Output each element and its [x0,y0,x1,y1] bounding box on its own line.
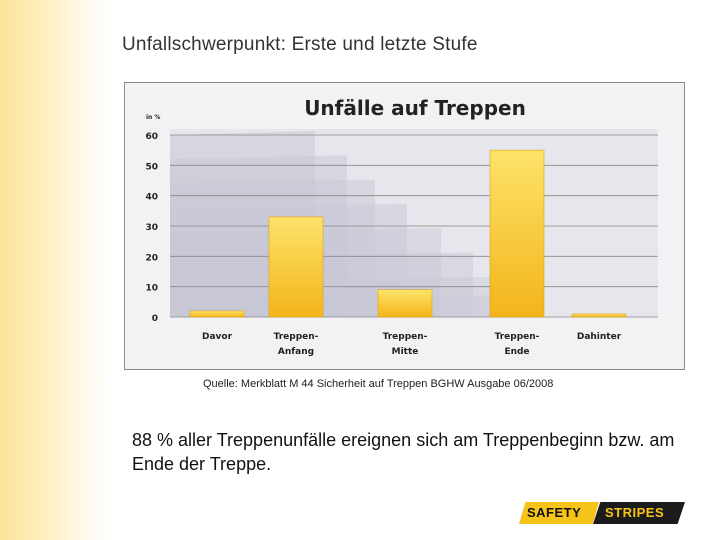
x-tick-label: Ende [504,347,529,357]
safety-stripes-logo: SAFETY STRIPES [519,502,685,524]
y-tick-label: 40 [145,193,158,203]
bar [268,216,324,318]
logo-black-segment [593,502,685,524]
decorative-side-band [0,0,112,540]
bar [189,310,245,318]
chart-title: Unfälle auf Treppen [304,96,526,120]
y-axis-label: in % [146,114,160,121]
x-tick-label: Anfang [278,347,314,357]
y-tick-label: 20 [145,253,158,263]
bar [377,289,433,318]
stair-step [170,294,535,317]
key-statement: 88 % aller Treppenunfälle ereignen sich … [132,430,675,474]
y-tick-label: 30 [145,223,158,233]
logo-text-stripes: STRIPES [605,505,665,520]
y-tick-label: 60 [145,132,158,142]
logo-yellow-segment [519,502,599,524]
bar [489,149,545,318]
logo-text-safety: SAFETY [527,505,582,520]
x-tick-label: Treppen- [274,332,319,342]
bar-chart: 0 10 20 30 40 50 60 in % Unfälle auf Treppen Davo… [145,96,658,357]
x-tick-label: Mitte [392,347,419,357]
x-tick-label: Treppen- [383,332,428,342]
x-tick-label: Treppen- [495,332,540,342]
y-tick-label: 50 [145,162,158,172]
bar [571,313,627,318]
x-tick-label: Dahinter [577,332,622,342]
chart-frame: 0 10 20 30 40 50 60 in % Unfälle auf Treppen Davo… [124,82,685,370]
slide-title: Unfallschwerpunkt: Erste und letzte Stuf… [122,34,478,55]
y-tick-label: 0 [152,314,158,324]
x-tick-label: Davor [202,332,233,342]
y-tick-label: 10 [145,284,158,294]
source-caption: Quelle: Merkblatt M 44 Sicherheit auf Tr… [203,378,554,390]
